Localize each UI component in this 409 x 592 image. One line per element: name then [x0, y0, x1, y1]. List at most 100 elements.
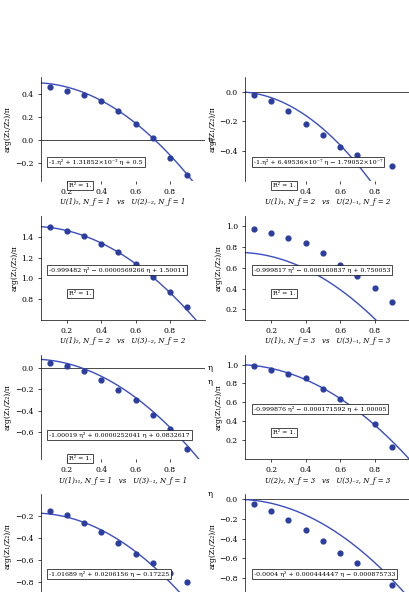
Point — [268, 228, 274, 237]
Y-axis label: arg(Z₁/Z₂)/π: arg(Z₁/Z₂)/π — [4, 523, 12, 569]
Point — [133, 259, 139, 269]
Point — [133, 549, 139, 559]
Text: η: η — [208, 378, 213, 386]
Point — [150, 272, 156, 282]
Point — [133, 120, 139, 129]
Point — [389, 442, 395, 451]
Point — [184, 577, 191, 586]
Point — [319, 249, 326, 258]
Point — [371, 419, 378, 429]
Text: R² = 1.: R² = 1. — [273, 183, 296, 188]
Point — [167, 568, 173, 578]
Point — [302, 374, 309, 383]
Point — [98, 527, 104, 537]
Point — [63, 361, 70, 371]
Point — [302, 120, 309, 129]
Text: U(1)₁₁, N_f = 1   vs   U(3)₋₁, N_f = 1: U(1)₁₁, N_f = 1 vs U(3)₋₁, N_f = 1 — [58, 477, 187, 485]
Text: η: η — [208, 490, 213, 498]
Point — [337, 548, 344, 557]
Text: R² = 1.: R² = 1. — [69, 456, 91, 461]
Point — [302, 238, 309, 247]
Y-axis label: arg(Z₁/Z₂)/π: arg(Z₁/Z₂)/π — [215, 245, 223, 291]
Point — [389, 161, 395, 170]
Point — [302, 525, 309, 535]
Text: -0.999482 η² − 0.0000569266 η + 1.50011: -0.999482 η² − 0.0000569266 η + 1.50011 — [49, 267, 185, 273]
Point — [167, 424, 173, 433]
Point — [81, 518, 87, 527]
Text: U(1)₁, N_f = 2   vs   U(2)₋₁, N_f = 2: U(1)₁, N_f = 2 vs U(2)₋₁, N_f = 2 — [265, 198, 390, 207]
Point — [81, 91, 87, 100]
Point — [115, 247, 121, 257]
Text: R² = 1.: R² = 1. — [69, 183, 91, 188]
Text: -0.0004 η² + 0.000444447 η − 0.000875733: -0.0004 η² + 0.000444447 η − 0.000875733 — [254, 571, 395, 577]
Point — [81, 366, 87, 376]
Point — [167, 287, 173, 297]
Text: -1.01689 η² + 0.0206156 η − 0.17225: -1.01689 η² + 0.0206156 η − 0.17225 — [49, 571, 169, 577]
Point — [319, 130, 326, 139]
Text: U(1)₁, N_f = 3   vs   U(3)₋₁, N_f = 3: U(1)₁, N_f = 3 vs U(3)₋₁, N_f = 3 — [265, 337, 390, 346]
Y-axis label: arg(Z₁/Z₂)/π: arg(Z₁/Z₂)/π — [209, 106, 216, 152]
Text: -0.999876 η² − 0.000171592 η + 1.00005: -0.999876 η² − 0.000171592 η + 1.00005 — [254, 406, 386, 412]
Text: R² = 1.: R² = 1. — [273, 430, 296, 435]
Point — [150, 410, 156, 420]
Point — [46, 358, 53, 368]
Y-axis label: arg(Z₁/Z₂)/π: arg(Z₁/Z₂)/π — [209, 523, 216, 569]
Point — [268, 96, 274, 105]
Point — [389, 297, 395, 307]
Point — [337, 395, 344, 404]
Point — [115, 386, 121, 395]
Point — [337, 141, 344, 151]
Point — [371, 158, 378, 168]
Point — [63, 86, 70, 95]
Point — [98, 239, 104, 249]
Text: η: η — [208, 364, 213, 372]
Text: -1.η² + 1.31852×10⁻² η + 0.5: -1.η² + 1.31852×10⁻² η + 0.5 — [49, 159, 143, 165]
Point — [115, 539, 121, 548]
Text: U(2)₂, N_f = 3   vs   U(3)₋₂, N_f = 3: U(2)₂, N_f = 3 vs U(3)₋₂, N_f = 3 — [265, 477, 390, 485]
Point — [354, 271, 361, 281]
Point — [46, 82, 53, 92]
Y-axis label: arg(Z₁/Z₂)/π: arg(Z₁/Z₂)/π — [4, 106, 12, 152]
Point — [337, 260, 344, 269]
Text: R² = 1.: R² = 1. — [273, 291, 296, 296]
Point — [46, 506, 53, 516]
Point — [167, 153, 173, 162]
Point — [285, 369, 292, 378]
Point — [63, 510, 70, 520]
Point — [319, 536, 326, 545]
Text: U(1)₂, N_f = 2   vs   U(3)₋₂, N_f = 2: U(1)₂, N_f = 2 vs U(3)₋₂, N_f = 2 — [60, 337, 185, 346]
Point — [354, 405, 361, 414]
Y-axis label: arg(Z₁/Z₂)/π: arg(Z₁/Z₂)/π — [215, 384, 223, 430]
Point — [285, 515, 292, 525]
Point — [389, 580, 395, 590]
Point — [133, 395, 139, 405]
Text: -1.00019 η² + 0.0000252041 η + 0.0832617: -1.00019 η² + 0.0000252041 η + 0.0832617 — [49, 432, 190, 438]
Point — [319, 384, 326, 393]
Point — [354, 150, 361, 160]
Point — [81, 231, 87, 240]
Point — [184, 303, 191, 312]
Text: U(1)₂, N_f = 1   vs   U(2)₋₂, N_f = 1: U(1)₂, N_f = 1 vs U(2)₋₂, N_f = 1 — [60, 198, 185, 207]
Point — [251, 90, 257, 99]
Point — [251, 500, 257, 509]
Text: η: η — [208, 136, 213, 144]
Point — [115, 107, 121, 116]
Y-axis label: arg(Z₁/Z₂)/π: arg(Z₁/Z₂)/π — [4, 384, 12, 430]
Point — [184, 170, 191, 179]
Point — [285, 106, 292, 115]
Point — [251, 224, 257, 233]
Point — [285, 233, 292, 243]
Point — [371, 283, 378, 292]
Point — [98, 96, 104, 106]
Point — [184, 445, 191, 454]
Point — [371, 570, 378, 579]
Y-axis label: arg(Z₁/Z₂)/π: arg(Z₁/Z₂)/π — [10, 245, 18, 291]
Point — [150, 133, 156, 143]
Point — [63, 226, 70, 235]
Point — [354, 559, 361, 568]
Point — [98, 375, 104, 384]
Point — [251, 361, 257, 371]
Text: -1.η² + 6.49536×10⁻⁷ η − 1.79052×10⁻⁷: -1.η² + 6.49536×10⁻⁷ η − 1.79052×10⁻⁷ — [254, 159, 382, 165]
Point — [268, 506, 274, 516]
Point — [268, 365, 274, 375]
